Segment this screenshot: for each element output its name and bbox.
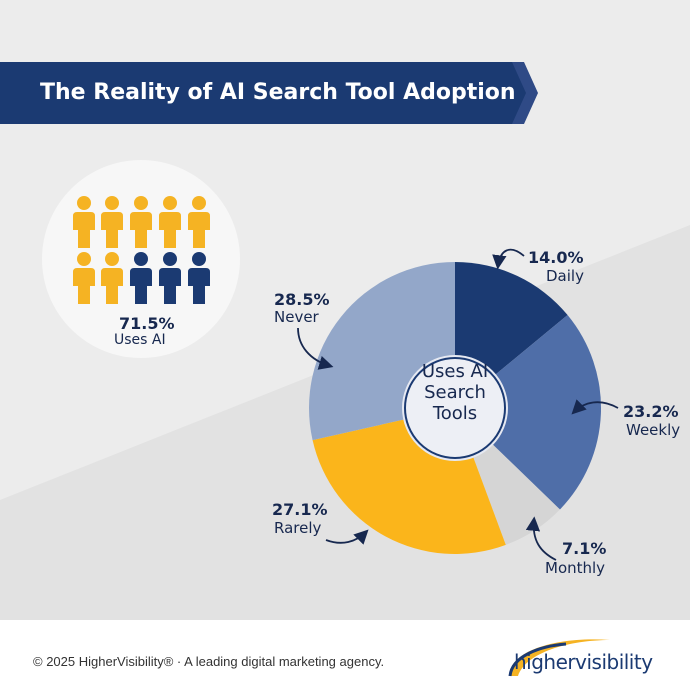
arrow-weekly [571, 399, 619, 415]
people-stat-percent: 71.5% [119, 314, 175, 333]
slice-label-never-name: Never [274, 308, 319, 326]
slice-label-weekly-value: 23.2% [623, 402, 679, 421]
person-icon [101, 196, 123, 248]
arrow-monthly [525, 516, 557, 561]
arrow-daily [492, 248, 525, 270]
copyright-text: © 2025 HigherVisibility® · A leading dig… [33, 654, 385, 669]
donut-center-label: Uses AI Search Tools [400, 361, 510, 424]
logo-swoosh-icon [509, 639, 610, 676]
footer [0, 620, 690, 686]
slice-label-daily-value: 14.0% [528, 248, 584, 267]
person-icon [188, 252, 210, 304]
logo-arc-icon [508, 642, 567, 677]
title-banner [0, 62, 526, 124]
person-icon [73, 196, 95, 248]
person-icon [73, 252, 95, 304]
center-label-line-2: Search [424, 382, 486, 403]
donut-slice-weekly [455, 315, 602, 510]
person-icon [130, 252, 152, 304]
slice-label-monthly-value: 7.1% [562, 539, 607, 558]
slice-label-rarely-name: Rarely [274, 519, 322, 537]
slice-label-weekly-name: Weekly [626, 421, 681, 439]
slice-label-never-value: 28.5% [274, 290, 330, 309]
arrow-rarely [325, 529, 369, 545]
arrow-never [297, 327, 334, 370]
slice-label-daily-name: Daily [546, 267, 584, 285]
people-stat-label: Uses AI [114, 332, 166, 348]
person-icon [101, 252, 123, 304]
person-icon [130, 196, 152, 248]
person-icon [159, 252, 181, 304]
center-label-line-1: Uses AI [421, 361, 489, 382]
donut-hole [404, 357, 506, 459]
slice-label-rarely-value: 27.1% [272, 500, 328, 519]
slice-label-monthly-name: Monthly [545, 559, 606, 577]
page-title: The Reality of AI Search Tool Adoption [40, 80, 516, 105]
brand-logo: highervisibility [514, 650, 653, 674]
person-icon [188, 196, 210, 248]
person-icon [159, 196, 181, 248]
center-label-line-3: Tools [432, 403, 478, 424]
